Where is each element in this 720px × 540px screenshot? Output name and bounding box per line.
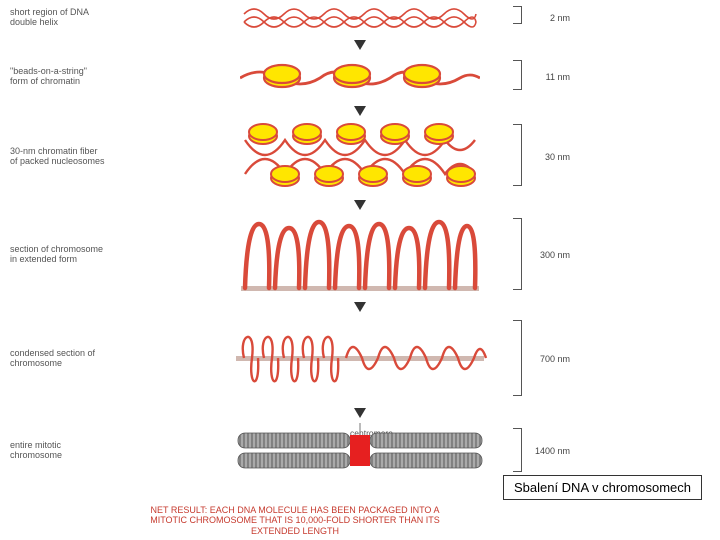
label-dna-helix: short region of DNA double helix [10, 8, 105, 28]
net-result-text: NET RESULT: EACH DNA MOLECULE HAS BEEN P… [135, 505, 455, 536]
label-extended: section of chromosome in extended form [10, 245, 105, 265]
level-30nm-fiber: 30-nm chromatin fiber of packed nucleoso… [100, 118, 620, 196]
label-mitotic: entire mitotic chromosome [10, 441, 105, 461]
size-dna-helix: 2 nm [550, 13, 570, 23]
level-extended: section of chromosome in extended form 3… [100, 212, 620, 298]
arrow-icon [354, 200, 366, 210]
chromatin-packing-diagram: short region of DNA double helix 2 nm "b… [100, 0, 620, 530]
graphic-extended [235, 214, 485, 296]
graphic-mitotic [230, 423, 490, 479]
label-condensed: condensed section of chromosome [10, 349, 105, 369]
graphic-30nm [235, 120, 485, 194]
arrow-icon [354, 302, 366, 312]
size-extended: 300 nm [540, 250, 570, 260]
level-dna-helix: short region of DNA double helix 2 nm [100, 0, 620, 36]
arrow-icon [354, 408, 366, 418]
level-condensed: condensed section of chromosome 700 nm [100, 314, 620, 404]
size-mitotic: 1400 nm [535, 446, 570, 456]
caption-box: Sbalení DNA v chromosomech [503, 475, 702, 500]
size-condensed: 700 nm [540, 354, 570, 364]
size-beads: 11 nm [546, 72, 570, 82]
label-beads: "beads-on-a-string" form of chromatin [10, 67, 105, 87]
graphic-dna-helix [240, 4, 480, 32]
graphic-beads [240, 56, 480, 98]
arrow-icon [354, 106, 366, 116]
graphic-condensed [230, 316, 490, 402]
size-30nm: 30 nm [545, 152, 570, 162]
arrow-icon [354, 40, 366, 50]
label-30nm: 30-nm chromatin fiber of packed nucleoso… [10, 147, 105, 167]
level-beads: "beads-on-a-string" form of chromatin 11… [100, 52, 620, 102]
level-mitotic: entire mitotic chromosome 1400 nm [100, 420, 620, 482]
